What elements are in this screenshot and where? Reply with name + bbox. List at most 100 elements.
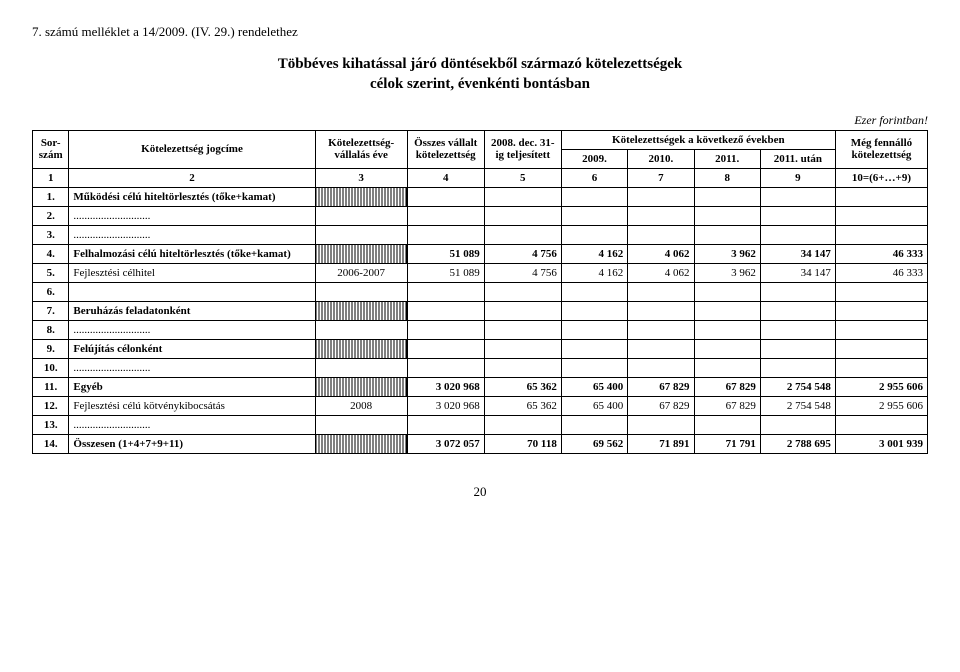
table-row: 3. ............................ (33, 225, 928, 244)
cell-value: 3 962 (694, 244, 760, 263)
cell-hatched (315, 244, 407, 263)
cell-value: 65 362 (484, 396, 561, 415)
row-num: 13. (33, 415, 69, 434)
colnum-2: 2 (69, 168, 315, 187)
colnum-10: 10=(6+…+9) (835, 168, 927, 187)
cell-value: 71 891 (628, 434, 694, 453)
cell-value: 2 788 695 (760, 434, 835, 453)
cell-hatched (315, 377, 407, 396)
th-fennallo: Még fennálló kötelezettség (835, 130, 927, 168)
cell-value: 71 791 (694, 434, 760, 453)
cell-hatched (315, 301, 407, 320)
table-column-number-row: 1 2 3 4 5 6 7 8 9 10=(6+…+9) (33, 168, 928, 187)
row-title: Fejlesztési célú kötvénykibocsátás (69, 396, 315, 415)
th-jogcime: Kötelezettség jogcíme (69, 130, 315, 168)
unit-note: Ezer forintban! (32, 113, 928, 128)
cell-value: 51 089 (407, 244, 484, 263)
cell-value: 46 333 (835, 263, 927, 282)
cell-value: 65 400 (561, 377, 627, 396)
colnum-7: 7 (628, 168, 694, 187)
row-num: 12. (33, 396, 69, 415)
cell-value: 70 118 (484, 434, 561, 453)
title-line-2: célok szerint, évenkénti bontásban (370, 76, 590, 92)
row-num: 9. (33, 339, 69, 358)
row-num: 7. (33, 301, 69, 320)
th-2011: 2011. (694, 149, 760, 168)
row-num: 5. (33, 263, 69, 282)
cell-value: 3 020 968 (407, 377, 484, 396)
cell-value: 3 072 057 (407, 434, 484, 453)
table-row: 9. Felújítás célonként (33, 339, 928, 358)
row-num: 2. (33, 206, 69, 225)
th-2009: 2009. (561, 149, 627, 168)
th-2010: 2010. (628, 149, 694, 168)
table-row-total: 14. Összesen (1+4+7+9+11) 3 072 057 70 1… (33, 434, 928, 453)
row-title: Működési célú hiteltörlesztés (tőke+kama… (69, 187, 315, 206)
row-title: ............................ (69, 225, 315, 244)
row-num: 8. (33, 320, 69, 339)
colnum-4: 4 (407, 168, 484, 187)
cell-value: 34 147 (760, 263, 835, 282)
cell-value: 4 162 (561, 244, 627, 263)
row-title: Egyéb (69, 377, 315, 396)
th-teljesitett: 2008. dec. 31-ig teljesített (484, 130, 561, 168)
cell-hatched (315, 187, 407, 206)
cell-value: 67 829 (694, 377, 760, 396)
cell-value: 2 955 606 (835, 377, 927, 396)
colnum-1: 1 (33, 168, 69, 187)
cell-hatched (315, 339, 407, 358)
row-num: 10. (33, 358, 69, 377)
table-row: 7. Beruházás feladatonként (33, 301, 928, 320)
table-row: 13. ............................ (33, 415, 928, 434)
cell-value: 67 829 (628, 396, 694, 415)
table-header-row-1: Sor-szám Kötelezettség jogcíme Kötelezet… (33, 130, 928, 149)
table-row: 5. Fejlesztési célhitel 2006-2007 51 089… (33, 263, 928, 282)
cell-value: 3 001 939 (835, 434, 927, 453)
th-sorszam: Sor-szám (33, 130, 69, 168)
row-title: Felhalmozási célú hiteltörlesztés (tőke+… (69, 244, 315, 263)
row-num: 6. (33, 282, 69, 301)
colnum-9: 9 (760, 168, 835, 187)
table-row: 11. Egyéb 3 020 968 65 362 65 400 67 829… (33, 377, 928, 396)
row-title: ............................ (69, 415, 315, 434)
table-row: 12. Fejlesztési célú kötvénykibocsátás 2… (33, 396, 928, 415)
th-2011-utan: 2011. után (760, 149, 835, 168)
table-row: 2. ............................ (33, 206, 928, 225)
colnum-3: 3 (315, 168, 407, 187)
cell-value: 2008 (315, 396, 407, 415)
cell-value: 65 400 (561, 396, 627, 415)
page-number: 20 (32, 484, 928, 500)
row-num: 14. (33, 434, 69, 453)
table-row: 10. ............................ (33, 358, 928, 377)
cell-value: 67 829 (628, 377, 694, 396)
cell-value: 46 333 (835, 244, 927, 263)
cell-value: 65 362 (484, 377, 561, 396)
row-num: 1. (33, 187, 69, 206)
colnum-6: 6 (561, 168, 627, 187)
cell-hatched (315, 434, 407, 453)
th-vallalas-eve: Kötelezettség-vállalás éve (315, 130, 407, 168)
row-title: Összesen (1+4+7+9+11) (69, 434, 315, 453)
colnum-5: 5 (484, 168, 561, 187)
cell-value: 51 089 (407, 263, 484, 282)
cell-value: 2 754 548 (760, 377, 835, 396)
cell-value: 4 756 (484, 263, 561, 282)
cell-value: 2 955 606 (835, 396, 927, 415)
cell-value: 69 562 (561, 434, 627, 453)
th-osszes: Összes vállalt kötelezettség (407, 130, 484, 168)
table-row: 4. Felhalmozási célú hiteltörlesztés (tő… (33, 244, 928, 263)
th-kov-evek: Kötelezettségek a következő években (561, 130, 835, 149)
row-num: 11. (33, 377, 69, 396)
cell-value: 4 162 (561, 263, 627, 282)
table-row: 1. Működési célú hiteltörlesztés (tőke+k… (33, 187, 928, 206)
obligations-table: Sor-szám Kötelezettség jogcíme Kötelezet… (32, 130, 928, 454)
cell-value: 4 062 (628, 244, 694, 263)
cell-value: 3 962 (694, 263, 760, 282)
row-title: Felújítás célonként (69, 339, 315, 358)
table-row: 6. (33, 282, 928, 301)
cell-value: 4 062 (628, 263, 694, 282)
document-title: Többéves kihatással járó döntésekből szá… (32, 54, 928, 95)
row-title: Fejlesztési célhitel (69, 263, 315, 282)
colnum-8: 8 (694, 168, 760, 187)
row-num: 3. (33, 225, 69, 244)
